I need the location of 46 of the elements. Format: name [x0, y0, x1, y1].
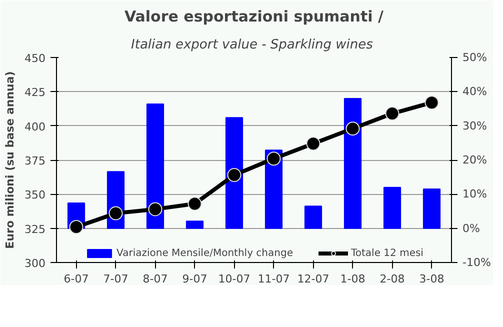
chart-subtitle: Italian export value - Sparkling wines: [131, 38, 374, 52]
point: [346, 122, 360, 136]
y2-tick-label: 20%: [462, 154, 487, 166]
point: [266, 152, 281, 166]
point: [108, 206, 123, 220]
point: [188, 196, 202, 211]
bar: [304, 206, 322, 229]
point: [385, 106, 400, 121]
bar: [186, 220, 204, 229]
y-tick-label: 300: [24, 257, 46, 270]
legend-label: Variazione Mensile/Monthly change: [116, 247, 293, 259]
y2-tick-label: 10%: [462, 188, 487, 201]
y2-tick-label: -10%: [462, 256, 491, 269]
y2-tick-label: 0%: [462, 222, 480, 235]
y2-tick-label: 50%: [462, 51, 487, 64]
x-tick-label: 2-08: [380, 272, 405, 286]
bar: [422, 188, 441, 229]
point: [424, 96, 439, 110]
point: [227, 168, 242, 182]
x-tick-label: 10-07: [218, 272, 250, 286]
y-tick-label: 375: [24, 154, 46, 168]
legend-label: Totale 12 mesi: [350, 247, 424, 259]
y-axis-title: Euro milioni (su base annua): [4, 71, 17, 249]
x-tick-label: 12-07: [297, 272, 330, 286]
y-tick-label: 350: [24, 188, 46, 202]
y2-tick-label: 40%: [462, 85, 487, 98]
x-tick-label: 3-08: [419, 272, 444, 286]
y-tick-label: 400: [24, 120, 46, 134]
x-tick-label: 1-08: [340, 272, 366, 286]
y-tick-label: 325: [24, 222, 46, 236]
x-tick-label: 11-07: [258, 272, 290, 286]
y-tick-label: 450: [24, 52, 46, 65]
x-tick-label: 8-07: [142, 272, 168, 286]
x-tick-label: 7-07: [103, 272, 128, 286]
bar: [225, 117, 244, 229]
point: [69, 220, 84, 234]
x-tick-label: 9-07: [182, 272, 208, 286]
point: [306, 136, 320, 151]
point: [148, 202, 162, 216]
bar: [383, 186, 402, 229]
x-tick-label: 6-07: [64, 272, 89, 286]
chart-title: Valore esportazioni spumanti /: [124, 8, 384, 26]
bar: [146, 103, 164, 229]
bar: [344, 98, 362, 229]
y-tick-label: 425: [24, 86, 46, 100]
y2-tick-label: 30%: [462, 119, 487, 132]
